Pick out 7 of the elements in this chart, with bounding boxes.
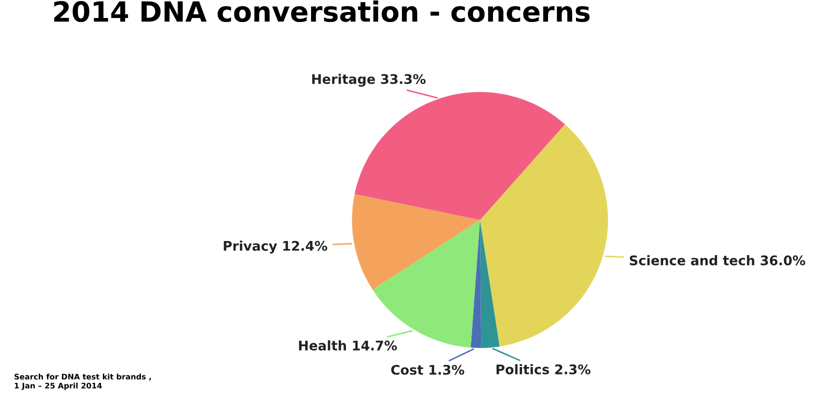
slice-label: Politics 2.3% xyxy=(496,364,590,374)
slice-label: Health 14.7% xyxy=(299,340,397,351)
slice-label: Science and tech 36.0% xyxy=(630,255,806,266)
chart-title: 2014 DNA conversation - concerns xyxy=(54,0,590,22)
slice-label: Heritage 33.3% xyxy=(312,74,426,87)
slice-label: Privacy 12.4% xyxy=(224,240,328,254)
slice-label: Cost 1.3% xyxy=(391,364,464,375)
